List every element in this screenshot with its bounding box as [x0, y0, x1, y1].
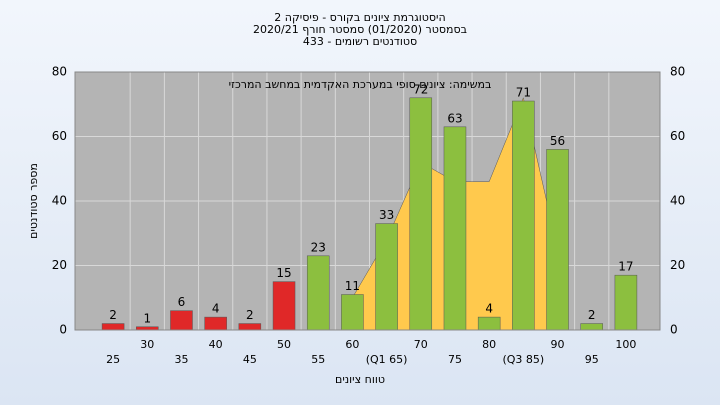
- data-label: 4: [212, 302, 220, 316]
- y2-tick-label: 40: [670, 194, 685, 208]
- x-tick-label: 25: [106, 353, 120, 366]
- data-label: 2: [109, 308, 117, 322]
- data-label: 15: [276, 266, 291, 280]
- plot-border: [74, 71, 661, 331]
- data-label: 4: [485, 302, 493, 316]
- bar: [306, 255, 330, 331]
- y-tick-label: 40: [52, 194, 67, 208]
- x-tick-label: 35: [174, 353, 188, 366]
- bar: [101, 323, 125, 331]
- x-tick-label: (Q1 65): [366, 353, 408, 366]
- y2-tick-label: 80: [670, 65, 685, 79]
- bar: [170, 310, 193, 331]
- x-tick-label: 100: [615, 338, 636, 351]
- titles: היסטוגרמת ציונים בקורס - פיסיקה 2 בסמסטר…: [253, 11, 467, 48]
- data-label: 2: [246, 308, 254, 322]
- bar: [546, 149, 569, 331]
- x-tick-label: 45: [243, 353, 257, 366]
- title-line: סטודנטים רשומים - 433: [303, 35, 417, 48]
- y-tick-label: 20: [52, 258, 67, 272]
- x-tick-label: 75: [448, 353, 462, 366]
- data-label: 6: [178, 295, 186, 309]
- y-tick-label: 80: [52, 65, 67, 79]
- bar: [443, 126, 467, 331]
- bar: [204, 316, 227, 331]
- data-label: 1: [143, 311, 151, 325]
- x-tick-label: 95: [585, 353, 599, 366]
- x-tick-label: 50: [277, 338, 291, 351]
- bar: [238, 323, 262, 331]
- data-label: 23: [311, 240, 326, 254]
- data-label: 56: [550, 134, 565, 148]
- title-line: בסמסטר (01/2020) סמסטר חורף 2020/21: [253, 23, 467, 36]
- x-tick-label: 70: [414, 338, 428, 351]
- data-label: 17: [618, 260, 633, 274]
- x-tick-label: 80: [482, 338, 496, 351]
- x-tick-label: (Q3 85): [502, 353, 544, 366]
- data-label: 11: [345, 279, 360, 293]
- y2-tick-label: 60: [670, 129, 685, 143]
- y2-tick-label: 0: [670, 323, 678, 337]
- x-tick-label: 40: [209, 338, 223, 351]
- y2-tick-label: 20: [670, 258, 685, 272]
- x-tick-label: 60: [345, 338, 359, 351]
- bar: [409, 97, 433, 331]
- x-tick-label: 30: [140, 338, 154, 351]
- annotation: במשימה: ציונים סופי במערכת האקדמית במחשב…: [229, 78, 492, 91]
- x-axis-label: טווח ציונים: [335, 373, 385, 386]
- bar: [341, 294, 364, 331]
- bar: [477, 316, 501, 331]
- data-label: 2: [588, 308, 596, 322]
- x-tick-label: 90: [551, 338, 565, 351]
- data-label: 72: [413, 82, 428, 96]
- y-tick-label: 0: [59, 323, 67, 337]
- y-axis-label: מספר סטודנטים: [27, 163, 40, 239]
- data-label: 33: [379, 208, 394, 222]
- bar: [580, 323, 603, 331]
- bar: [272, 281, 296, 331]
- x-tick-label: 55: [311, 353, 325, 366]
- data-label: 71: [516, 86, 531, 100]
- bar: [614, 274, 638, 331]
- data-label: 63: [447, 111, 462, 125]
- y-tick-label: 60: [52, 129, 67, 143]
- title-line: היסטוגרמת ציונים בקורס - פיסיקה 2: [274, 11, 445, 24]
- bar: [512, 100, 535, 331]
- bar: [375, 223, 398, 331]
